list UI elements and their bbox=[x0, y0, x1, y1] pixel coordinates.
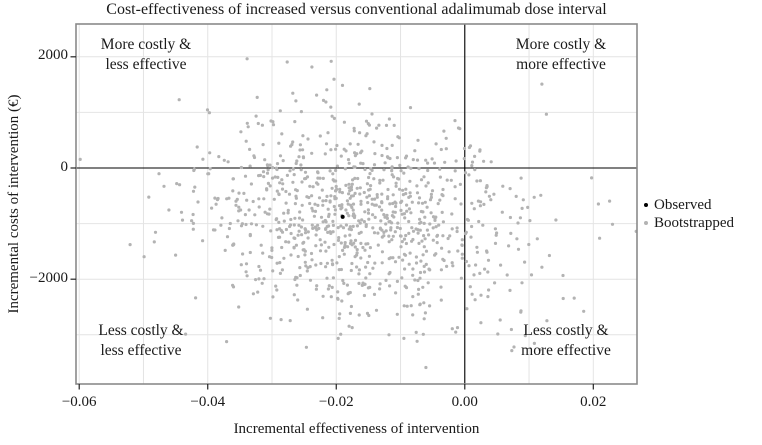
legend-item-bootstrapped: Bootstrapped bbox=[644, 214, 734, 232]
reference-lines bbox=[76, 24, 637, 384]
x-tick-label: −0.02 bbox=[318, 394, 354, 410]
quadrant-line: less effective bbox=[105, 55, 187, 73]
quadrant-line: Less costly & bbox=[98, 322, 184, 339]
quadrant-label-less-costly-more-effective: Less costly & more effective bbox=[491, 321, 641, 360]
x-tick-label: −0.06 bbox=[61, 394, 97, 410]
y-tick-label: 2000 bbox=[38, 47, 68, 64]
bootstrapped-points bbox=[78, 57, 637, 370]
observed-marker-icon bbox=[644, 203, 648, 207]
y-tick-label: 0 bbox=[60, 158, 69, 175]
y-tick-label: −2000 bbox=[29, 269, 68, 286]
x-tick-label: 0.02 bbox=[580, 394, 607, 410]
x-tick-label: 0.00 bbox=[451, 394, 478, 410]
quadrant-line: More costly & bbox=[100, 36, 192, 53]
legend-label-observed: Observed bbox=[654, 196, 712, 213]
quadrant-line: more effective bbox=[516, 55, 606, 73]
quadrant-line: less effective bbox=[100, 341, 182, 359]
observed-point bbox=[340, 214, 345, 219]
legend-label-bootstrapped: Bootstrapped bbox=[654, 214, 734, 231]
x-tick-label: −0.04 bbox=[190, 394, 226, 410]
quadrant-line: Less costly & bbox=[523, 322, 609, 339]
quadrant-line: More costly & bbox=[515, 36, 607, 53]
legend-item-observed: Observed bbox=[644, 196, 734, 214]
quadrant-label-less-costly-less-effective: Less costly & less effective bbox=[66, 321, 216, 360]
panel-border bbox=[75, 23, 638, 385]
bootstrapped-marker-icon bbox=[644, 221, 648, 225]
quadrant-label-more-costly-more-effective: More costly & more effective bbox=[486, 35, 636, 74]
quadrant-label-more-costly-less-effective: More costly & less effective bbox=[71, 35, 221, 74]
axis-ticks bbox=[70, 56, 594, 390]
chart-title: Cost-effectiveness of increased versus c… bbox=[106, 1, 607, 18]
x-axis-label: Incremental effectiveness of interventio… bbox=[233, 421, 480, 437]
legend: Observed Bootstrapped bbox=[644, 196, 734, 232]
quadrant-line: more effective bbox=[521, 341, 611, 359]
